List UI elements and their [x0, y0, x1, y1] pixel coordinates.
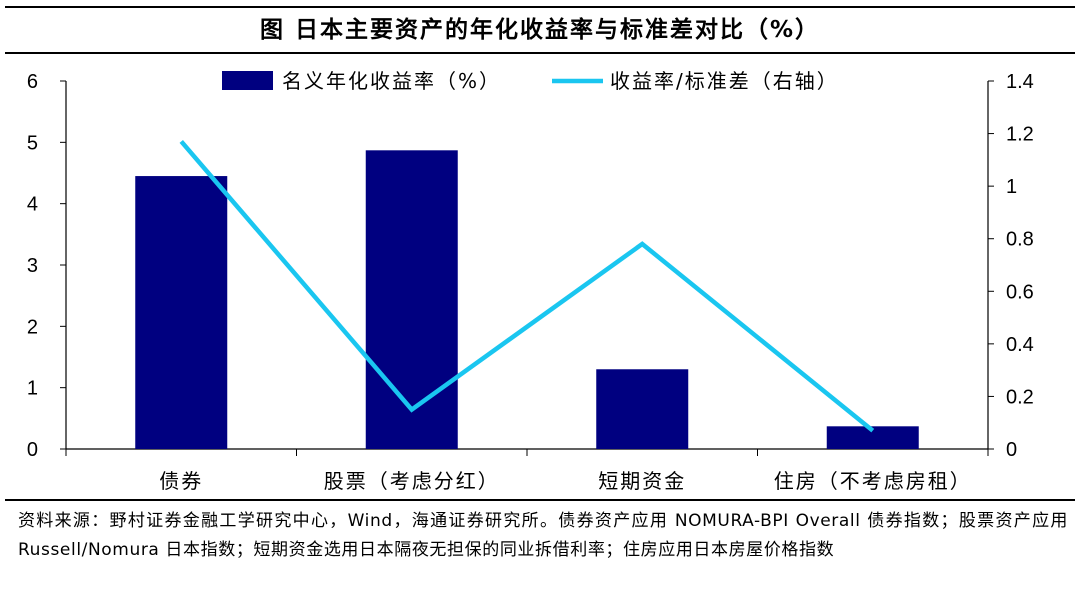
left-tick-label: 2: [27, 316, 38, 338]
left-tick-label: 3: [27, 255, 38, 277]
left-tick-label: 1: [27, 378, 38, 400]
right-tick-label: 0: [1006, 439, 1017, 461]
chart-legend: 名义年化收益率（%） 收益率/标准差（右轴）: [222, 69, 839, 93]
title-top-rule: [5, 6, 1075, 8]
right-tick-label: 0.6: [1006, 281, 1034, 303]
left-tick-label: 6: [27, 71, 38, 93]
legend-line-label: 收益率/标准差（右轴）: [610, 69, 839, 93]
series-line: [179, 139, 875, 433]
right-tick-label: 0.2: [1006, 386, 1034, 408]
bar-series: [135, 150, 919, 450]
left-tick-label: 5: [27, 132, 38, 154]
x-tick-label: 短期资金: [598, 469, 686, 493]
line-series: [179, 139, 875, 433]
legend-bar-label: 名义年化收益率（%）: [282, 69, 501, 93]
x-tick-label: 股票（考虑分红）: [324, 469, 500, 493]
source-top-rule: [5, 499, 1075, 501]
x-tick-label: 住房（不考虑房租）: [774, 469, 972, 493]
legend-bar-swatch: [222, 71, 273, 90]
x-tick-label: 债券: [159, 469, 203, 493]
right-tick-label: 1: [1006, 176, 1017, 198]
combo-chart: 0 1 2 3 4 5 6 0 0.2 0.4 0.6 0.8 1 1.2 1.4 债券 股票（考虑分红） 短期资…: [27, 69, 1034, 493]
right-tick-label: 0.8: [1006, 229, 1034, 251]
right-tick-label: 1.4: [1006, 71, 1034, 93]
bar: [135, 176, 228, 450]
right-tick-label: 0.4: [1006, 334, 1034, 356]
left-tick-label: 4: [27, 194, 38, 216]
bar: [365, 150, 458, 449]
bar: [826, 426, 919, 449]
left-tick-label: 0: [27, 439, 38, 461]
bar: [596, 369, 689, 449]
title-bottom-rule: [5, 52, 1075, 54]
source-note: 资料来源：野村证券金融工学研究中心，Wind，海通证券研究所。债券资产应用 NO…: [18, 511, 1068, 560]
chart-title: 图 日本主要资产的年化收益率与标准差对比（%）: [259, 17, 821, 43]
right-tick-label: 1.2: [1006, 124, 1034, 146]
